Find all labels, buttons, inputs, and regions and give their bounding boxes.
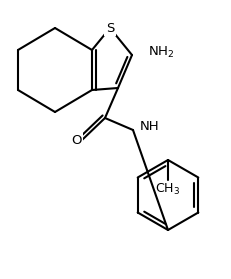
Text: NH: NH <box>140 119 160 133</box>
Text: O: O <box>71 133 81 146</box>
Text: S: S <box>106 21 114 35</box>
Text: CH$_3$: CH$_3$ <box>155 182 181 197</box>
Text: NH$_2$: NH$_2$ <box>148 44 174 59</box>
